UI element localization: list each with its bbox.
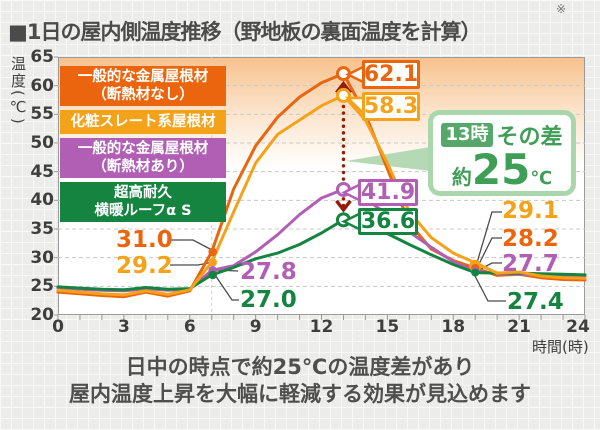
peak-value: 36.6 (360, 209, 416, 234)
peak-value-box-58-3: 58.3 (362, 92, 420, 121)
peak-value: 41.9 (360, 180, 416, 205)
legend-label: （断熱材あり） (92, 159, 194, 175)
legend-item-yokodan-roof: 超高耐久 横暖ルーフα S (60, 182, 226, 222)
page-title: ■1日の屋内側温度推移（野地板の裏面温度を計算） (8, 20, 481, 44)
callout-label: その差 (496, 125, 563, 150)
x-tick-label: 0 (52, 317, 64, 337)
legend-item-slate: 化粧スレート系屋根材 (60, 110, 226, 134)
peak-value-box-41-9: 41.9 (358, 179, 418, 206)
morning-value-31-0: 31.0 (116, 227, 173, 253)
x-tick-label: 12 (309, 317, 334, 337)
x-axis-label: 時間(時) (532, 338, 589, 356)
evening-value-27-7: 27.7 (502, 251, 559, 277)
y-axis-label: 温度(℃) (9, 56, 27, 126)
callout-approx: 約 (451, 165, 472, 189)
morning-value-27-8: 27.8 (240, 259, 297, 285)
y-tick-label: 40 (30, 190, 54, 211)
legend-label: （断熱材なし） (92, 87, 194, 103)
peak-value: 62.1 (363, 62, 419, 87)
y-tick-label: 50 (30, 133, 54, 153)
footnote-mark: ※ (556, 2, 567, 16)
callout-time-chip: 13時 (441, 123, 493, 147)
y-tick-label: 65 (30, 47, 54, 67)
x-tick-label: 15 (375, 317, 400, 337)
callout-value: 25 (471, 145, 531, 194)
y-tick-label: 25 (30, 276, 54, 297)
morning-value-27-0: 27.0 (240, 287, 297, 313)
y-tick-label: 45 (30, 161, 54, 182)
evening-value-29-1: 29.1 (502, 198, 559, 224)
peak-value: 58.3 (363, 94, 419, 119)
legend-item-metal-no-insulation: 一般的な金属屋根材 （断熱材なし） (60, 66, 226, 106)
evening-value-27-4: 27.4 (507, 289, 564, 315)
caption-line-1: 日中の時点で約25℃の温度差があり (125, 355, 475, 379)
x-tick-label: 6 (183, 317, 196, 337)
difference-callout: 13時 その差 約 25 ℃ (428, 110, 576, 196)
legend-item-metal-insulated: 一般的な金属屋根材 （断熱材あり） (60, 138, 226, 178)
peak-value-box-62-1: 62.1 (362, 60, 420, 89)
peak-value-box-36-6: 36.6 (358, 208, 418, 235)
evening-value-28-2: 28.2 (502, 226, 559, 252)
legend-label: 一般的な金属屋根材 (77, 141, 209, 157)
x-tick-label: 9 (249, 317, 262, 337)
legend-label: 超高耐久 (114, 185, 172, 201)
y-tick-label: 20 (30, 305, 54, 325)
legend-label: 一般的な金属屋根材 (77, 69, 209, 85)
x-tick-label: 24 (566, 317, 590, 337)
y-tick-label: 35 (30, 219, 54, 239)
caption: 日中の時点で約25℃の温度差があり 屋内温度上昇を大幅に軽減する効果が見込めます (0, 354, 600, 408)
x-tick-label: 21 (507, 317, 531, 337)
morning-value-29-2: 29.2 (116, 253, 173, 279)
x-tick-label: 18 (441, 317, 466, 337)
y-tick-label: 60 (30, 75, 54, 96)
y-tick-label: 30 (30, 247, 54, 268)
callout-unit: ℃ (530, 168, 553, 189)
caption-line-2: 屋内温度上昇を大幅に軽減する効果が見込めます (69, 382, 531, 406)
legend-label: 化粧スレート系屋根材 (70, 114, 216, 130)
y-tick-label: 55 (30, 104, 54, 125)
x-tick-label: 3 (117, 317, 130, 337)
legend-label: 横暖ルーフα S (94, 203, 192, 219)
